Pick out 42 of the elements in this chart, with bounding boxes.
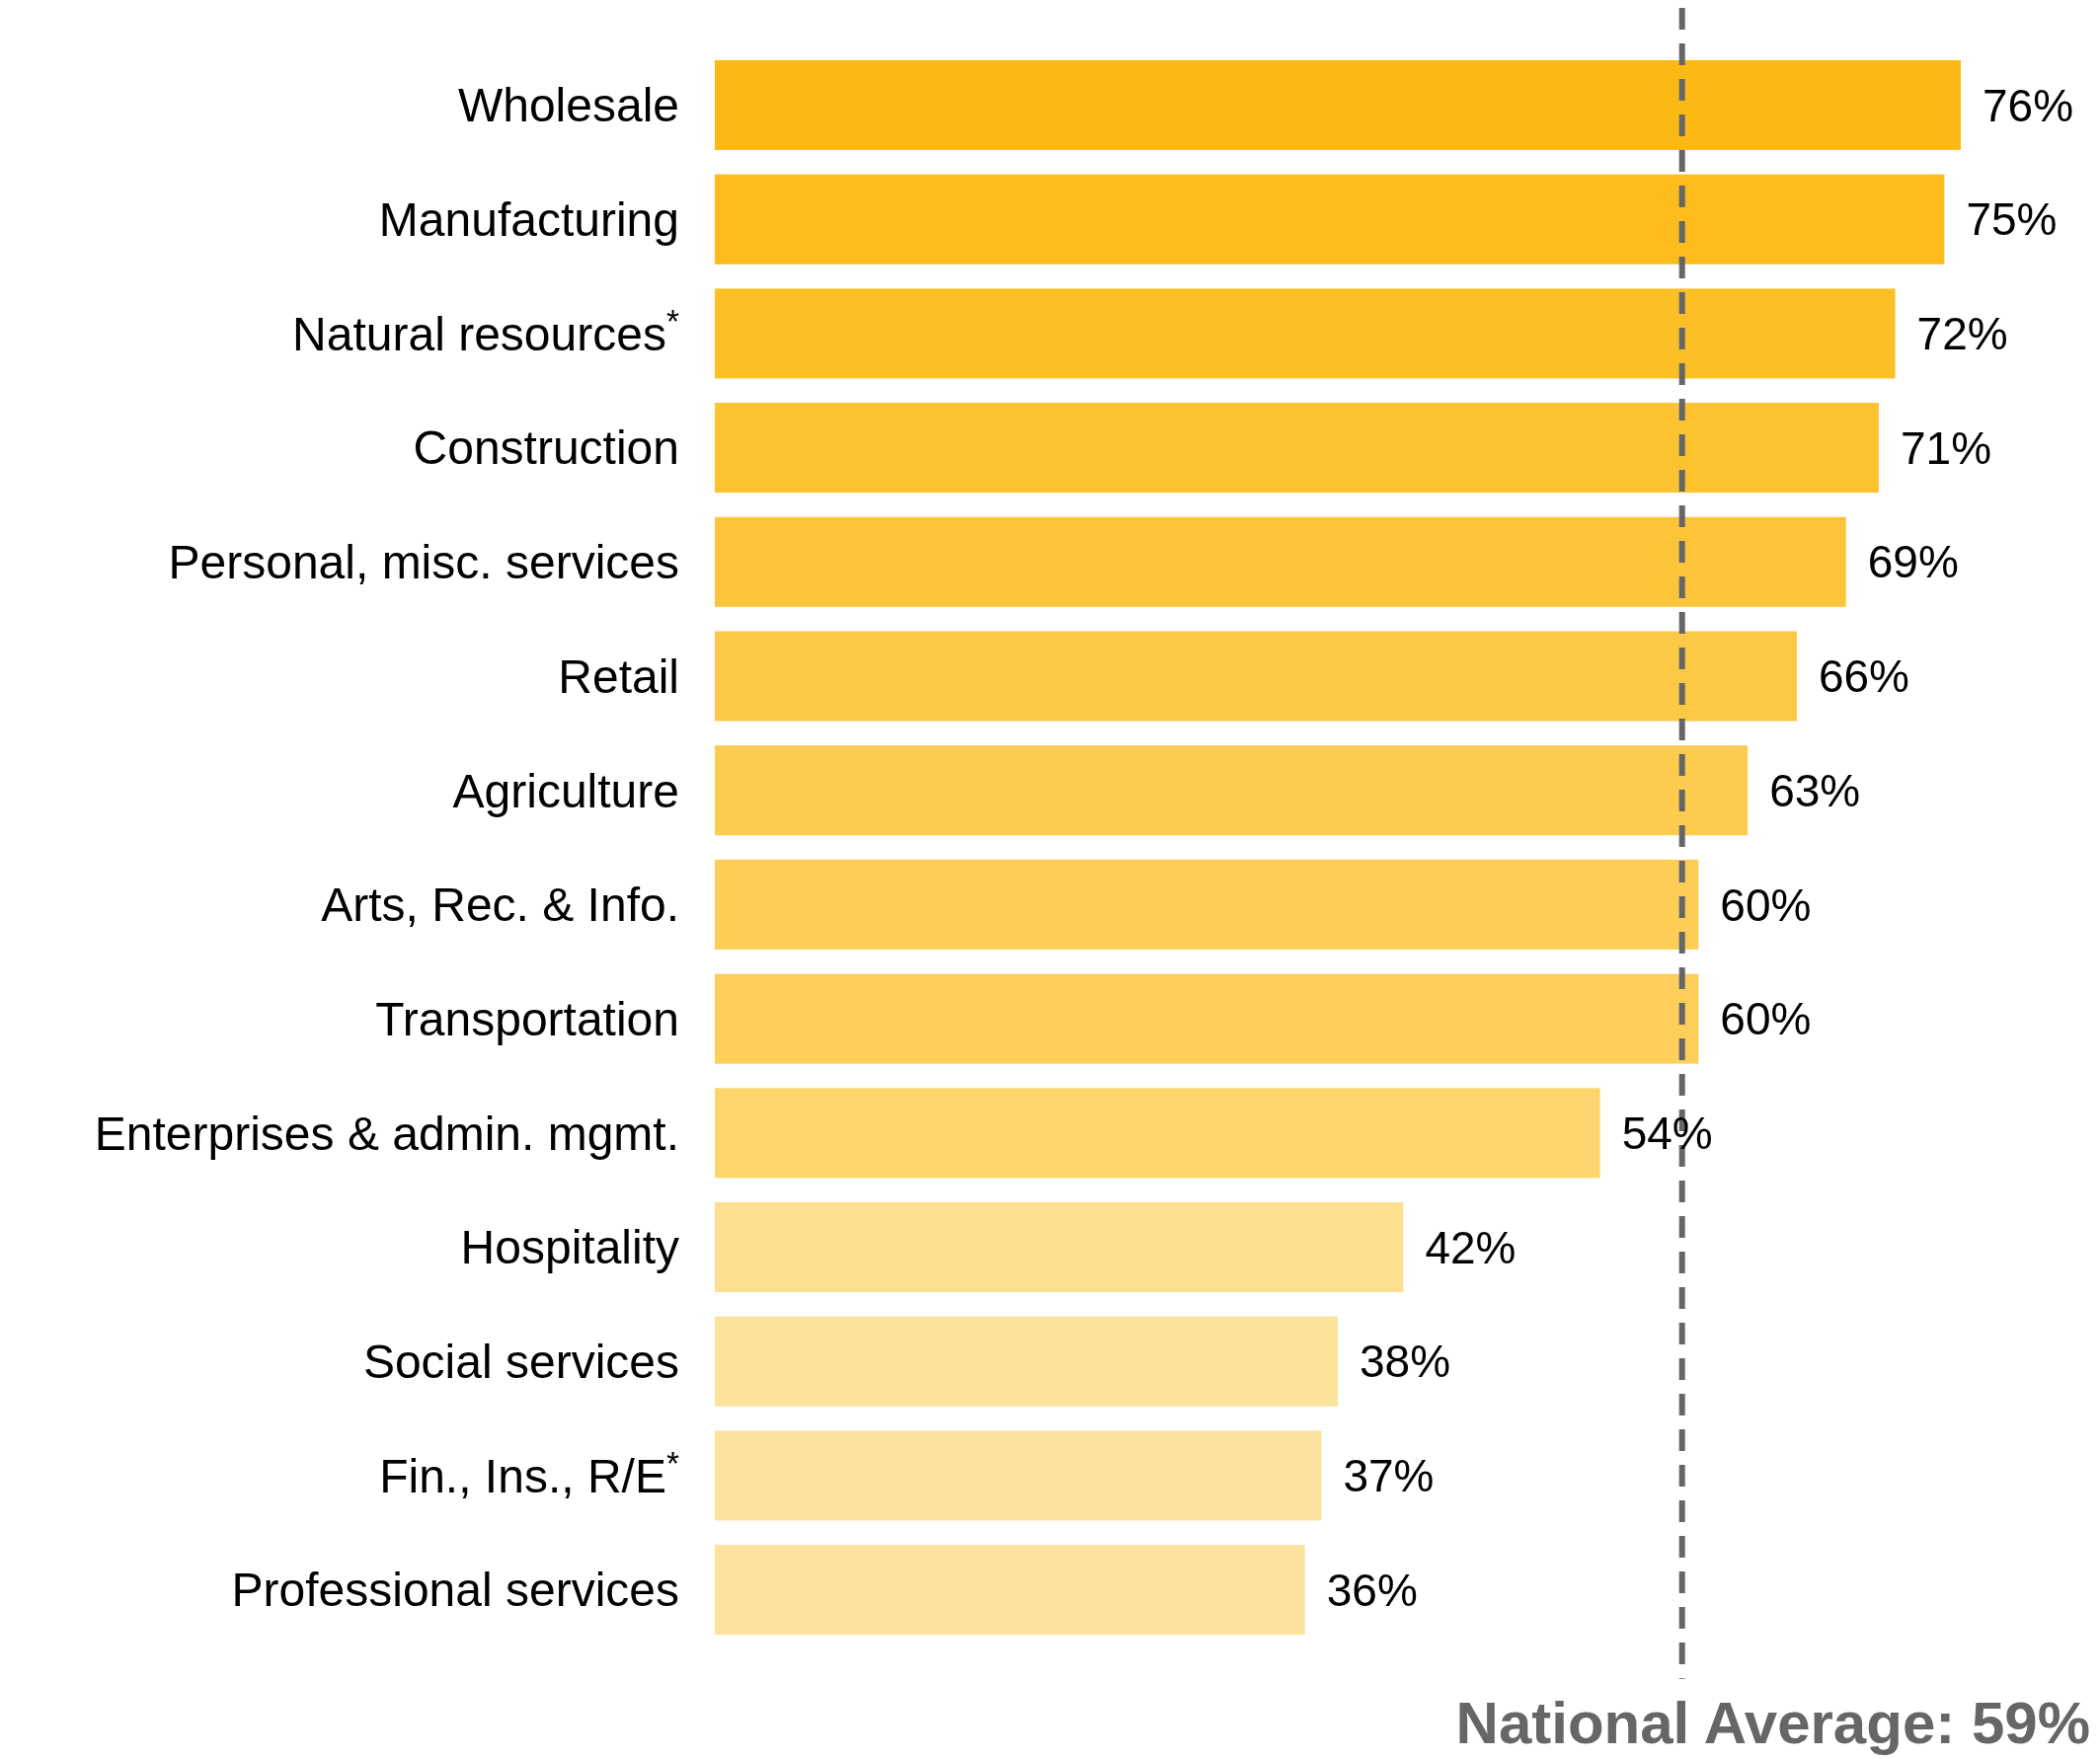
y-tick-label: Professional services (231, 1564, 679, 1617)
data-label: 42% (1425, 1221, 1517, 1273)
data-label: 60% (1720, 879, 1812, 931)
y-tick-label: Social services (362, 1336, 679, 1388)
data-label: 72% (1916, 308, 2008, 359)
bar (715, 174, 1945, 265)
bar (715, 631, 1797, 722)
data-label: 54% (1621, 1107, 1713, 1159)
data-label: 76% (1983, 79, 2074, 131)
bar (715, 1202, 1404, 1292)
y-tick-label: Retail (558, 650, 679, 703)
bar (715, 60, 1961, 150)
bar (715, 1316, 1338, 1407)
bar (715, 973, 1699, 1064)
data-label: 63% (1769, 764, 1861, 816)
data-label: 69% (1867, 536, 1959, 588)
y-tick-label: Agriculture (452, 764, 679, 817)
data-label: 71% (1900, 421, 1992, 474)
data-label: 75% (1966, 193, 2058, 246)
y-tick-label: Wholesale (457, 79, 679, 132)
bar (715, 1430, 1322, 1521)
data-label: 60% (1720, 993, 1812, 1045)
y-tick-label: Transportation (375, 992, 679, 1045)
y-tick-label: Manufacturing (378, 193, 679, 246)
bar (715, 288, 1896, 379)
y-tick-label: Natural resources$^{*}$ (292, 302, 679, 360)
y-tick-label: Fin., Ins., R/E$^{*}$ (379, 1444, 679, 1502)
bar (715, 745, 1749, 836)
y-tick-label: Personal, misc. services (168, 536, 679, 589)
data-label: 38% (1360, 1336, 1451, 1388)
data-label: 36% (1326, 1564, 1418, 1616)
y-tick-label: Arts, Rec. & Info. (321, 879, 679, 932)
bar (715, 859, 1699, 950)
y-tick-label: Hospitality (460, 1221, 679, 1274)
bar (715, 1545, 1305, 1636)
bar (715, 1088, 1600, 1179)
data-label: 66% (1818, 650, 1910, 703)
bar (715, 403, 1879, 494)
data-label: 37% (1343, 1450, 1435, 1501)
y-tick-label: Enterprises & admin. mgmt. (94, 1107, 679, 1160)
bar (715, 516, 1846, 607)
y-tick-label: Construction (413, 421, 679, 475)
